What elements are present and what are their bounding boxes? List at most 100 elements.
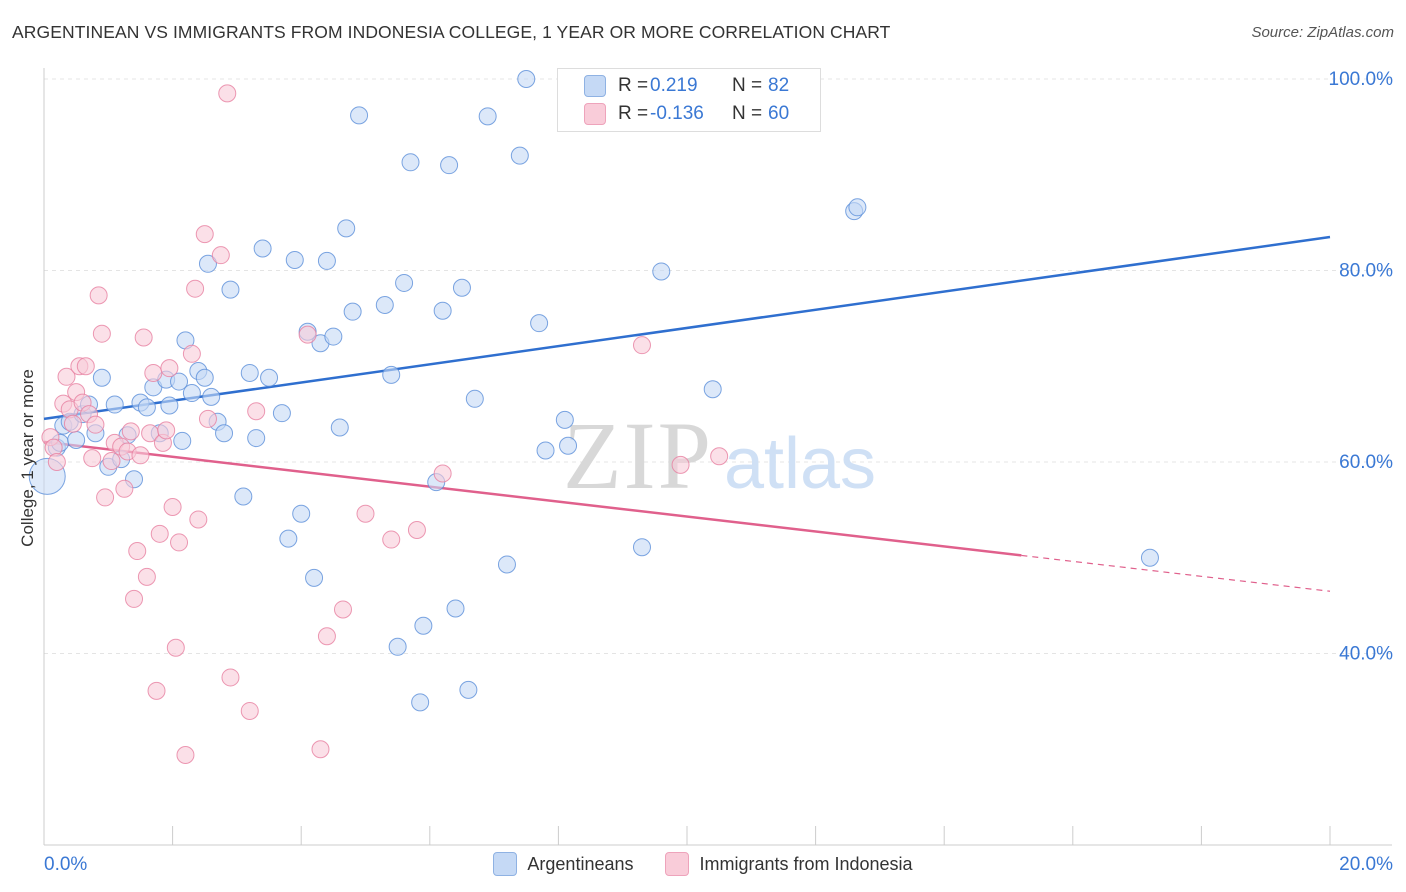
point-argentineans[interactable] — [452, 278, 471, 297]
point-argentineans[interactable] — [343, 302, 362, 321]
point-indonesia[interactable] — [218, 84, 237, 103]
point-indonesia[interactable] — [240, 701, 259, 720]
point-argentineans[interactable] — [92, 368, 111, 387]
point-indonesia[interactable] — [150, 524, 169, 543]
point-indonesia[interactable] — [671, 455, 690, 474]
point-argentineans[interactable] — [414, 616, 433, 635]
point-argentineans[interactable] — [221, 280, 240, 299]
point-argentineans[interactable] — [160, 396, 179, 415]
point-indonesia[interactable] — [147, 681, 166, 700]
point-argentineans[interactable] — [330, 418, 349, 437]
point-indonesia[interactable] — [89, 286, 108, 305]
point-argentineans[interactable] — [497, 555, 516, 574]
point-indonesia[interactable] — [128, 542, 147, 561]
legend-item-indonesia[interactable]: Immigrants from Indonesia — [665, 852, 913, 876]
point-indonesia[interactable] — [102, 452, 121, 471]
point-indonesia[interactable] — [47, 453, 66, 471]
point-indonesia[interactable] — [166, 638, 185, 657]
point-argentineans[interactable] — [240, 363, 259, 382]
point-indonesia[interactable] — [211, 246, 230, 265]
point-indonesia[interactable] — [247, 402, 266, 421]
point-argentineans[interactable] — [260, 368, 279, 387]
point-argentineans[interactable] — [478, 107, 497, 126]
point-indonesia[interactable] — [189, 510, 208, 529]
point-argentineans[interactable] — [234, 487, 253, 506]
point-indonesia[interactable] — [170, 533, 189, 552]
point-argentineans[interactable] — [530, 314, 549, 333]
point-argentineans[interactable] — [195, 368, 214, 387]
point-indonesia[interactable] — [134, 328, 153, 347]
point-argentineans[interactable] — [253, 239, 272, 258]
point-argentineans[interactable] — [446, 599, 465, 618]
point-argentineans[interactable] — [182, 384, 201, 403]
point-indonesia[interactable] — [157, 421, 176, 440]
point-argentineans[interactable] — [285, 250, 304, 269]
point-indonesia[interactable] — [198, 409, 217, 428]
point-indonesia[interactable] — [632, 336, 651, 355]
point-indonesia[interactable] — [176, 745, 195, 764]
point-argentineans[interactable] — [317, 251, 336, 270]
point-indonesia[interactable] — [92, 324, 111, 343]
point-indonesia[interactable] — [137, 567, 156, 586]
point-indonesia[interactable] — [710, 447, 729, 466]
legend-item-argentineans[interactable]: Argentineans — [493, 852, 633, 876]
point-argentineans[interactable] — [137, 398, 156, 417]
point-argentineans[interactable] — [652, 262, 671, 281]
point-indonesia[interactable] — [125, 589, 144, 608]
point-argentineans[interactable] — [517, 70, 536, 88]
point-indonesia[interactable] — [160, 359, 179, 378]
point-indonesia[interactable] — [121, 422, 140, 441]
point-argentineans[interactable] — [375, 295, 394, 314]
point-argentineans[interactable] — [337, 219, 356, 238]
point-argentineans[interactable] — [202, 387, 221, 406]
point-argentineans[interactable] — [173, 431, 192, 450]
point-indonesia[interactable] — [333, 600, 352, 619]
point-argentineans[interactable] — [401, 153, 420, 172]
point-indonesia[interactable] — [86, 415, 105, 434]
point-argentineans[interactable] — [440, 156, 459, 175]
point-argentineans[interactable] — [388, 637, 407, 656]
point-argentineans[interactable] — [215, 424, 234, 443]
point-argentineans[interactable] — [350, 106, 369, 125]
point-argentineans[interactable] — [67, 430, 86, 449]
point-argentineans[interactable] — [465, 389, 484, 408]
point-argentineans[interactable] — [411, 693, 430, 712]
point-argentineans[interactable] — [170, 372, 189, 391]
point-argentineans[interactable] — [555, 410, 574, 429]
point-argentineans[interactable] — [382, 365, 401, 384]
point-argentineans[interactable] — [292, 504, 311, 523]
point-indonesia[interactable] — [182, 344, 201, 363]
point-argentineans[interactable] — [433, 301, 452, 320]
point-argentineans[interactable] — [1140, 548, 1159, 567]
point-indonesia[interactable] — [57, 367, 76, 386]
point-indonesia[interactable] — [433, 464, 452, 483]
point-indonesia[interactable] — [76, 357, 95, 376]
point-indonesia[interactable] — [115, 479, 134, 498]
point-argentineans[interactable] — [703, 380, 722, 399]
point-argentineans[interactable] — [559, 436, 578, 455]
point-argentineans[interactable] — [632, 538, 651, 557]
point-argentineans[interactable] — [272, 404, 291, 423]
point-indonesia[interactable] — [63, 414, 82, 433]
point-indonesia[interactable] — [298, 325, 317, 344]
point-indonesia[interactable] — [195, 225, 214, 244]
point-argentineans[interactable] — [105, 395, 124, 414]
point-indonesia[interactable] — [317, 627, 336, 646]
point-argentineans[interactable] — [198, 254, 217, 273]
point-argentineans[interactable] — [848, 198, 867, 217]
point-argentineans[interactable] — [510, 146, 529, 165]
point-argentineans[interactable] — [459, 680, 478, 699]
point-indonesia[interactable] — [131, 446, 150, 465]
point-argentineans[interactable] — [247, 429, 266, 448]
point-indonesia[interactable] — [186, 279, 205, 298]
point-argentineans[interactable] — [305, 568, 324, 587]
point-argentineans[interactable] — [536, 441, 555, 460]
point-indonesia[interactable] — [83, 449, 102, 468]
point-indonesia[interactable] — [144, 363, 163, 382]
point-indonesia[interactable] — [356, 504, 375, 523]
point-indonesia[interactable] — [96, 488, 115, 507]
point-indonesia[interactable] — [163, 498, 182, 517]
point-argentineans[interactable] — [395, 273, 414, 292]
point-indonesia[interactable] — [311, 740, 330, 759]
point-indonesia[interactable] — [221, 668, 240, 687]
